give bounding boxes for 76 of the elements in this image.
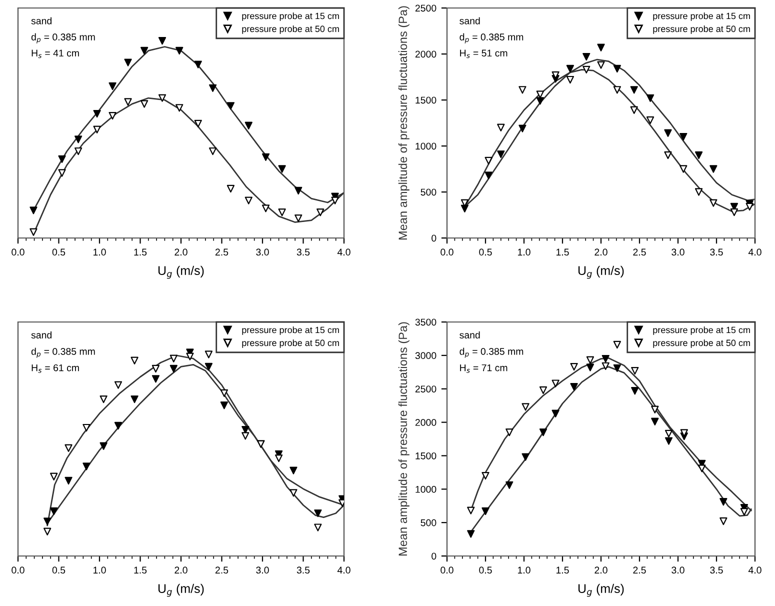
y-tick-label: 2500: [415, 386, 436, 392]
legend-label: pressure probe at 15 cm: [653, 12, 750, 21]
x-tick-label: 3.0: [672, 248, 684, 256]
x-tick-label: 0.0: [12, 248, 24, 256]
x-tick-label: 4.0: [337, 248, 350, 256]
y-axis-title: Mean amplitude of pressure fluctuations (Pa): [398, 322, 410, 556]
legend-label: pressure probe at 15 cm: [242, 326, 339, 335]
x-tick-label: 0.5: [52, 248, 66, 256]
y-tick-label: 3000: [415, 352, 436, 360]
x-tick-label: 2.0: [174, 248, 188, 256]
x-tick-label: 1.0: [93, 248, 106, 256]
annotation: d$_{p}$ = 0.385 mm: [460, 33, 524, 44]
x-axis-title: U$_{g}$ (m/s): [158, 584, 204, 597]
legend-label: pressure probe at 50 cm: [242, 339, 339, 348]
x-tick-label: 4.0: [748, 248, 762, 256]
x-tick-label: 3.0: [672, 566, 684, 574]
x-tick-label: 2.5: [633, 248, 646, 256]
y-tick-label: 1500: [416, 452, 436, 460]
x-tick-label: 1.0: [518, 566, 530, 574]
x-tick-label: 2.0: [594, 566, 608, 574]
x-tick-label: 3.0: [256, 248, 269, 256]
y-tick-label: 3500: [415, 318, 436, 326]
annotation: H$_{s}$ = 71 cm: [460, 364, 508, 373]
legend-label: pressure probe at 15 cm: [653, 326, 750, 335]
x-tick-label: 3.5: [296, 248, 310, 256]
x-tick-label: 3.5: [710, 248, 723, 256]
x-tick-label: 2.0: [594, 248, 608, 256]
x-tick-label: 1.5: [556, 566, 569, 574]
x-tick-label: 2.0: [174, 566, 188, 574]
x-tick-label: 0.5: [479, 566, 492, 574]
x-tick-label: 1.0: [93, 566, 106, 574]
annotation: d$_{p}$ = 0.385 mm: [31, 348, 95, 358]
legend-label: pressure probe at 50 cm: [653, 339, 750, 348]
x-tick-label: 4.0: [748, 566, 762, 574]
y-tick-label: 0: [432, 552, 436, 560]
text: sand: [31, 17, 52, 24]
x-tick-label: 3.0: [256, 566, 269, 574]
x-tick-label: 0.0: [440, 248, 454, 256]
y-tick-label: 2000: [415, 50, 436, 58]
x-tick-label: 1.0: [518, 248, 530, 256]
legend-label: pressure probe at 50 cm: [242, 25, 339, 34]
annotation: sand: [460, 17, 480, 24]
x-axis-title: U$_{g}$ (m/s): [578, 266, 624, 279]
x-tick-label: 0.0: [440, 566, 454, 574]
y-tick-label: 500: [420, 519, 436, 526]
text: sand: [31, 331, 52, 338]
x-tick-label: 1.5: [556, 248, 569, 256]
x-tick-label: 0.0: [12, 566, 24, 574]
x-tick-label: 4.0: [337, 566, 350, 574]
x-tick-label: 1.5: [134, 566, 147, 574]
y-axis-title: Mean amplitude of pressure fluctuations (Pa): [398, 6, 410, 240]
x-tick-label: 3.5: [710, 566, 723, 574]
annotation: H$_{s}$ = 61 cm: [32, 364, 79, 373]
y-tick-label: 0: [432, 234, 436, 242]
x-tick-label: 1.5: [134, 248, 147, 256]
x-tick-label: 2.5: [215, 248, 228, 256]
x-tick-label: 0.5: [52, 566, 66, 574]
x-axis-title: U$_{g}$ (m/s): [578, 584, 624, 597]
legend-label: pressure probe at 50 cm: [653, 25, 750, 34]
legend-label: pressure probe at 15 cm: [242, 12, 339, 21]
y-tick-label: 1500: [416, 96, 436, 104]
y-tick-label: 2500: [415, 4, 436, 12]
annotation: d$_{p}$ = 0.385 mm: [31, 33, 95, 44]
annotation: H$_{s}$ = 51 cm: [460, 50, 508, 58]
x-axis-title: U$_{g}$ (m/s): [158, 266, 204, 279]
y-tick-label: 1000: [416, 486, 436, 493]
x-tick-label: 3.5: [296, 566, 310, 574]
annotation: sand: [460, 331, 480, 338]
x-tick-label: 2.5: [215, 566, 228, 574]
annotation: H$_{s}$ = 41 cm: [32, 50, 79, 58]
annotation: d$_{p}$ = 0.385 mm: [460, 348, 524, 358]
y-tick-label: 2000: [415, 419, 436, 426]
x-tick-label: 0.5: [479, 248, 492, 256]
x-tick-label: 2.5: [633, 566, 646, 574]
y-tick-label: 1000: [416, 142, 436, 150]
y-tick-label: 500: [420, 188, 436, 196]
